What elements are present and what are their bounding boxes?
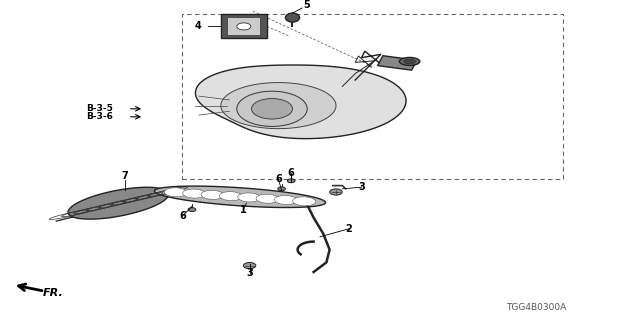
Polygon shape (292, 197, 316, 206)
Ellipse shape (243, 262, 256, 269)
Text: 1: 1 (240, 204, 246, 215)
Text: FR.: FR. (43, 288, 63, 298)
Text: TGG4B0300A: TGG4B0300A (506, 303, 566, 312)
Text: 5: 5 (303, 0, 310, 11)
Ellipse shape (399, 58, 420, 65)
Text: B-3-6: B-3-6 (86, 112, 113, 121)
Polygon shape (275, 196, 298, 204)
Text: 2: 2 (346, 224, 352, 234)
Polygon shape (221, 83, 336, 129)
Polygon shape (182, 189, 205, 198)
Ellipse shape (285, 13, 300, 22)
Text: 4: 4 (195, 21, 202, 31)
Polygon shape (237, 193, 260, 202)
Text: 6: 6 (275, 174, 282, 184)
Bar (378, 56, 417, 70)
Ellipse shape (237, 23, 251, 30)
Polygon shape (201, 190, 224, 199)
Bar (182, 14, 563, 179)
Text: 3: 3 (246, 268, 253, 278)
Ellipse shape (287, 179, 295, 183)
Polygon shape (164, 188, 188, 197)
Ellipse shape (278, 187, 285, 191)
Polygon shape (237, 91, 307, 126)
Polygon shape (220, 192, 243, 201)
Text: 7: 7 (122, 171, 128, 181)
Text: 6: 6 (179, 211, 186, 221)
Text: B-3-5: B-3-5 (86, 104, 113, 113)
Text: 6: 6 (288, 168, 294, 178)
Polygon shape (68, 187, 169, 219)
Ellipse shape (404, 59, 415, 64)
Polygon shape (154, 186, 326, 207)
Text: 3: 3 (358, 182, 365, 192)
Bar (221, 14, 267, 38)
Bar (227, 17, 260, 35)
Ellipse shape (188, 208, 196, 212)
Polygon shape (252, 99, 292, 119)
Polygon shape (195, 65, 406, 139)
Ellipse shape (330, 189, 342, 195)
Polygon shape (256, 194, 279, 203)
